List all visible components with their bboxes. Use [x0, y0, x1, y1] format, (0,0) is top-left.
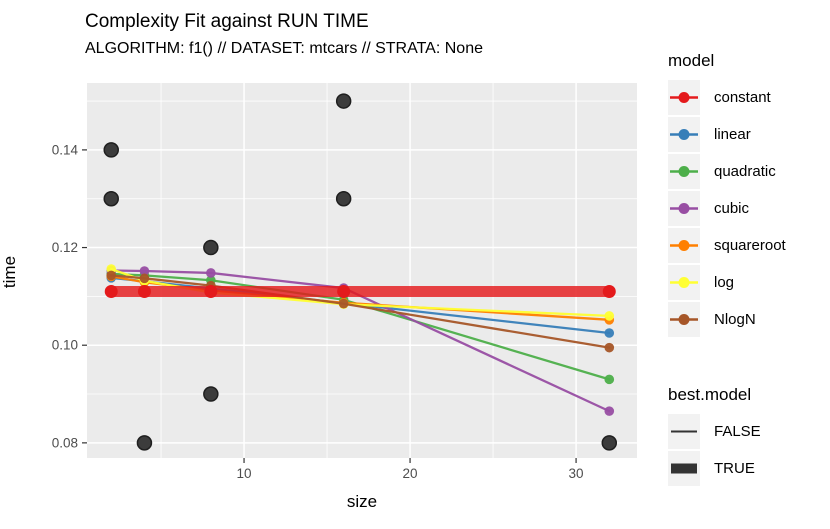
legend-item-squareroot-glyph	[670, 240, 698, 251]
x-axis-title: size	[346, 492, 378, 511]
x-tick-label: 30	[569, 466, 584, 481]
legend-best-model-title: best.model	[668, 385, 752, 404]
legend-item-constant-label: constant	[714, 89, 771, 106]
legend-item-linear-key	[668, 117, 700, 152]
y-axis-title: time	[0, 255, 19, 289]
legend-item-best-false-key	[668, 414, 700, 449]
data-point	[136, 435, 153, 451]
x-tick-label: 20	[403, 466, 418, 481]
legend-model: model constant linear quadratic cubic square…	[668, 50, 786, 339]
legend-item-cubic-label: cubic	[714, 200, 750, 217]
legend-model-title: model	[668, 51, 715, 70]
series-point-constant	[602, 284, 616, 298]
legend-item-best-true-label: TRUE	[714, 460, 755, 477]
legend-item-cubic-glyph	[670, 203, 698, 214]
series-point-NlogN	[604, 342, 615, 353]
data-point	[335, 93, 352, 109]
legend-item-quadratic-glyph	[670, 166, 698, 177]
legend-item-log-label: log	[714, 274, 735, 291]
series-point-constant	[104, 284, 118, 298]
data-point	[203, 386, 219, 402]
legend-item-best-true-key	[668, 451, 700, 486]
series-point-log	[604, 311, 615, 321]
y-tick-label: 0.08	[52, 435, 78, 450]
legend-best-model: best.model FALSE TRUE	[668, 384, 761, 488]
legend-item-best-true: TRUE	[668, 451, 761, 486]
series-point-NlogN	[338, 298, 349, 309]
plot-panel	[87, 83, 637, 458]
data-point	[335, 190, 352, 207]
legend-item-constant-key	[668, 80, 700, 115]
series-point-constant	[137, 284, 151, 298]
series-point-cubic	[206, 268, 216, 278]
data-point	[601, 435, 618, 451]
data-point	[103, 190, 119, 207]
chart-subtitle: ALGORITHM: f1() // DATASET: mtcars // ST…	[85, 40, 483, 57]
y-tick-label: 0.14	[52, 142, 79, 157]
legend-item-linear: linear	[668, 117, 786, 152]
legend-item-cubic-key	[668, 191, 700, 226]
legend-item-quadratic: quadratic	[668, 154, 786, 189]
data-point	[103, 142, 119, 158]
legend-item-NlogN-key	[668, 302, 700, 337]
legend-item-cubic: cubic	[668, 191, 786, 226]
legend-item-constant-glyph	[670, 92, 698, 103]
series-point-constant	[337, 284, 351, 298]
data-point	[203, 239, 219, 256]
y-tick-label: 0.12	[52, 240, 78, 255]
legend-item-log-glyph	[670, 277, 698, 288]
series-point-cubic	[139, 266, 150, 276]
series-point-cubic	[604, 406, 615, 416]
legend-item-NlogN-glyph	[670, 314, 698, 325]
legend-item-linear-label: linear	[714, 126, 751, 143]
legend-item-log-key	[668, 265, 700, 300]
legend-item-squareroot-key	[668, 228, 700, 263]
series-point-linear	[604, 328, 615, 338]
y-tick-label: 0.10	[52, 338, 78, 353]
series-point-constant	[204, 284, 218, 298]
x-tick-label: 10	[237, 466, 252, 481]
legend-item-linear-glyph	[670, 129, 698, 140]
legend-item-best-true-glyph	[671, 463, 697, 474]
legend-item-best-false-label: FALSE	[714, 423, 761, 440]
legend-item-best-false-glyph	[671, 430, 697, 433]
series-point-NlogN	[106, 270, 117, 281]
legend-item-NlogN: NlogN	[668, 302, 786, 337]
legend-item-squareroot: squareroot	[668, 228, 786, 263]
legend-item-quadratic-key	[668, 154, 700, 189]
series-point-quadratic	[604, 374, 615, 385]
legend-item-log: log	[668, 265, 786, 300]
legend-item-quadratic-label: quadratic	[714, 163, 776, 180]
legend-item-NlogN-label: NlogN	[714, 311, 756, 328]
legend-item-best-false: FALSE	[668, 414, 761, 449]
legend-item-squareroot-label: squareroot	[714, 237, 786, 254]
legend-item-constant: constant	[668, 80, 786, 115]
series-point-NlogN	[139, 273, 150, 284]
chart-title: Complexity Fit against RUN TIME	[85, 11, 369, 32]
